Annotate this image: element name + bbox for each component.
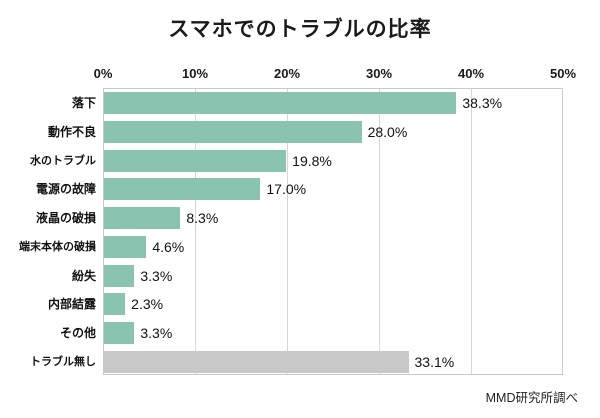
category-label: 水のトラブル: [30, 154, 96, 167]
bar: [104, 149, 287, 172]
bar: [104, 293, 126, 316]
x-axis-tick-row: 0% 10% 20% 30% 40% 50%: [0, 66, 600, 84]
bar: [104, 207, 181, 230]
category-label: トラブル無し: [30, 355, 96, 368]
bar-row: 4.6%: [104, 233, 562, 262]
bar: [104, 321, 135, 344]
gridline: [471, 89, 472, 374]
value-label: 19.8%: [292, 152, 332, 169]
value-label: 2.3%: [131, 296, 164, 313]
category-label: 端末本体の破損: [19, 240, 96, 253]
gridline: [287, 89, 288, 374]
x-tick-label: 40%: [457, 66, 485, 81]
category-label: 電源の故障: [35, 182, 96, 197]
x-tick-label: 30%: [365, 66, 393, 81]
x-tick-label: 0%: [93, 66, 113, 81]
bar-row: 17.0%: [104, 175, 562, 204]
bar-row: 19.8%: [104, 146, 562, 175]
bar: [104, 264, 135, 287]
x-tick-label: 10%: [181, 66, 209, 81]
x-tick-label: 20%: [273, 66, 301, 81]
category-label: その他: [59, 325, 96, 340]
value-label: 38.3%: [462, 95, 503, 112]
category-label: 落下: [71, 96, 96, 111]
value-label: 17.0%: [266, 181, 307, 198]
bar-row: 33.1%: [104, 347, 562, 376]
bar-row: 3.3%: [104, 319, 562, 348]
bar: [104, 235, 147, 258]
category-label: 液晶の破損: [35, 211, 96, 226]
gridline: [379, 89, 380, 374]
bar: [104, 178, 261, 201]
value-label: 33.1%: [414, 353, 455, 370]
source-note: MMD研究所調べ: [485, 391, 578, 405]
bar-row: 3.3%: [104, 261, 562, 290]
plot-area: 38.3% 28.0% 19.8% 17.0% 8.3% 4.6% 3.3% 2.3% 3.3%…: [103, 88, 563, 375]
bar: [104, 350, 409, 373]
category-label: 紛失: [71, 268, 96, 283]
value-label: 4.6%: [152, 238, 185, 255]
value-label: 8.3%: [186, 210, 219, 227]
bar-row: 28.0%: [104, 118, 562, 147]
gridline: [195, 89, 196, 374]
chart-title: スマホでのトラブルの比率: [168, 18, 432, 41]
value-label: 3.3%: [140, 324, 173, 341]
bar-row: 38.3%: [104, 89, 562, 118]
value-label: 3.3%: [140, 267, 173, 284]
bar-row: 8.3%: [104, 204, 562, 233]
x-tick-label: 50%: [549, 66, 577, 81]
bar-row: 2.3%: [104, 290, 562, 319]
bar: [104, 121, 362, 144]
category-label: 内部結露: [47, 297, 96, 312]
value-label: 28.0%: [367, 124, 408, 141]
bar: [104, 92, 457, 115]
category-label: 動作不良: [47, 125, 96, 140]
